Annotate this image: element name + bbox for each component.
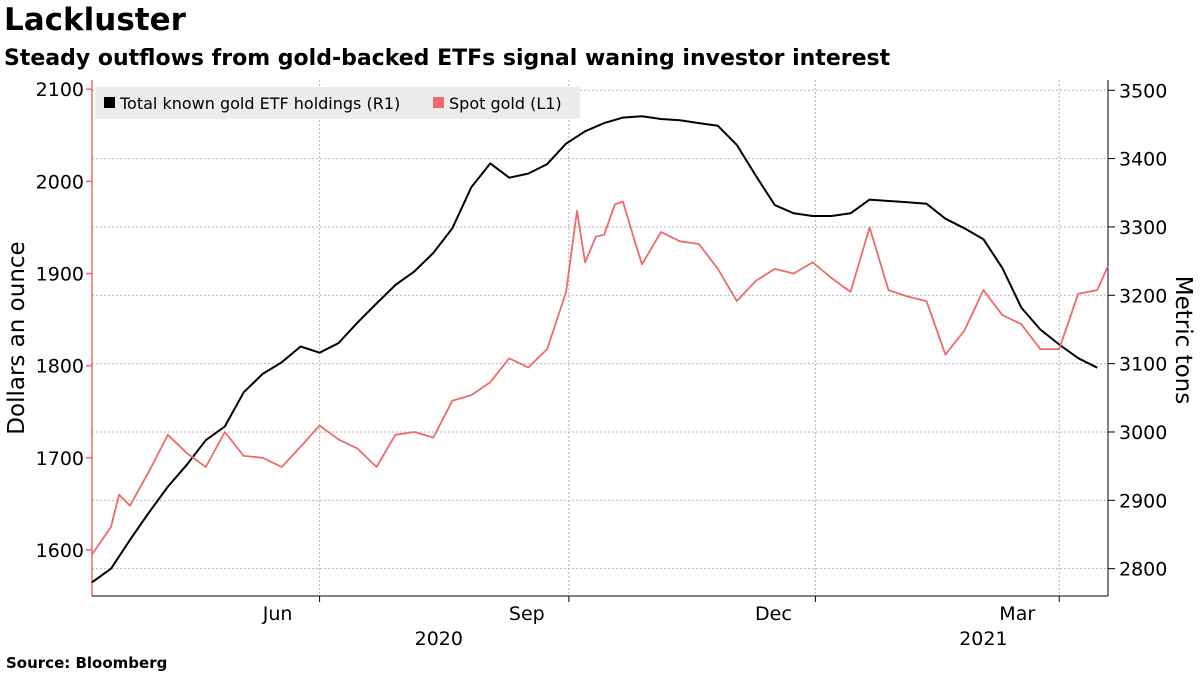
y-right-tick-label: 3500 (1119, 80, 1167, 102)
y-right-tick-label: 2900 (1119, 490, 1167, 512)
x-tick-label: Sep (509, 603, 545, 625)
y-axis-right-label: Metric tons (1170, 276, 1196, 404)
y-right-tick-label: 3300 (1119, 217, 1167, 239)
y-axis-left-label: Dollars an ounce (4, 241, 30, 434)
series-line-spot-gold (91, 200, 1109, 556)
y-right-tick-label: 3100 (1119, 354, 1167, 376)
legend-label-holdings: Total known gold ETF holdings (R1) (119, 94, 400, 113)
legend-background (95, 87, 580, 119)
x-year-label: 2020 (415, 628, 463, 650)
legend: Total known gold ETF holdings (R1) Spot … (95, 87, 580, 119)
y-left-tick-label: 1600 (36, 540, 84, 562)
x-tick-label: Jun (262, 603, 293, 625)
y-right-tick-label: 3200 (1119, 285, 1167, 307)
source-note: Source: Bloomberg (6, 654, 168, 672)
y-left-tick-label: 2100 (36, 79, 84, 101)
y-left-tick-label: 2000 (36, 171, 84, 193)
series-line-holdings (91, 115, 1098, 584)
grid-lines (92, 80, 1108, 596)
series-lines (91, 115, 1109, 584)
axes: 2800 2900 3000 3100 3200 3300 3400 3500 1600 1700… (36, 79, 1168, 650)
legend-swatch-spot-gold (433, 97, 444, 108)
y-left-tick-label: 1700 (36, 448, 84, 470)
y-right-tick-label: 2800 (1119, 559, 1167, 581)
legend-label-spot-gold: Spot gold (L1) (449, 94, 562, 113)
chart-subtitle: Steady outflows from gold-backed ETFs si… (4, 46, 891, 71)
x-tick-label: Dec (755, 603, 792, 625)
chart-title: Lackluster (4, 2, 186, 38)
x-tick-label: Mar (999, 603, 1035, 625)
x-year-label: 2021 (959, 628, 1007, 650)
y-left-tick-label: 1800 (36, 356, 84, 378)
y-left-tick-label: 1900 (36, 264, 84, 286)
y-right-tick-label: 3400 (1119, 149, 1167, 171)
legend-swatch-holdings (104, 97, 115, 108)
y-right-tick-label: 3000 (1119, 422, 1167, 444)
